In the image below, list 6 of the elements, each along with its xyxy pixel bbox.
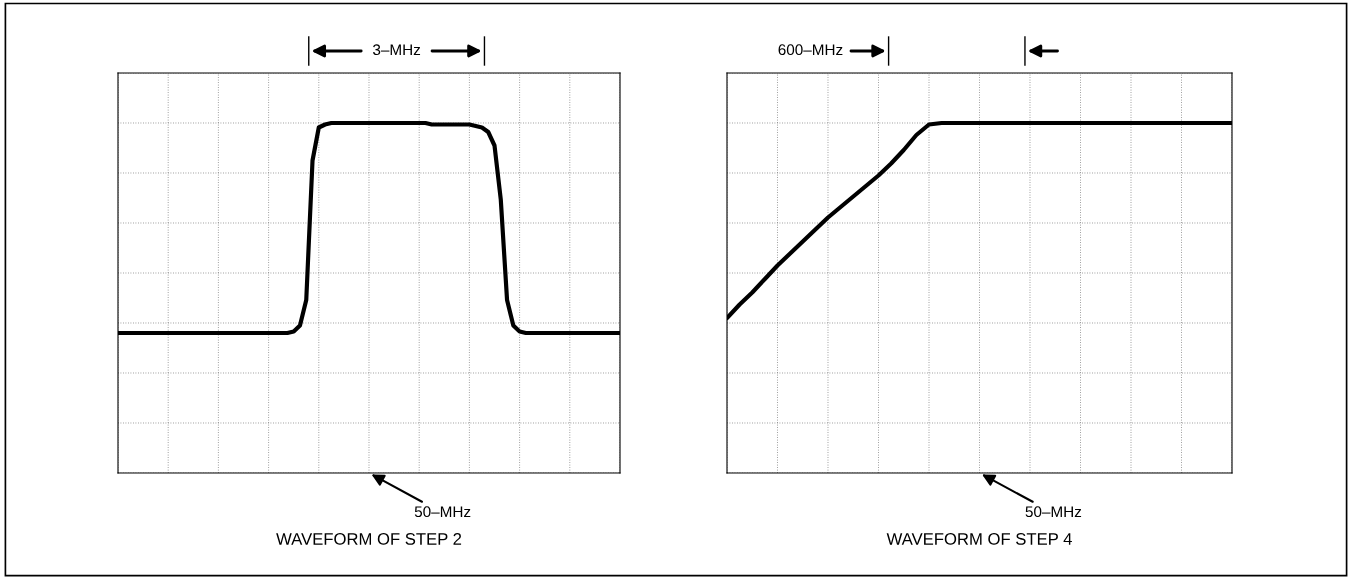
text: 3–MHz	[373, 44, 421, 56]
text: WAVEFORM OF STEP 4	[886, 533, 1072, 545]
text: 50–MHz	[1025, 506, 1082, 518]
text: WAVEFORM OF STEP 2	[276, 533, 462, 545]
text: 50–MHz	[414, 506, 471, 518]
text: 600–MHz	[778, 44, 843, 56]
